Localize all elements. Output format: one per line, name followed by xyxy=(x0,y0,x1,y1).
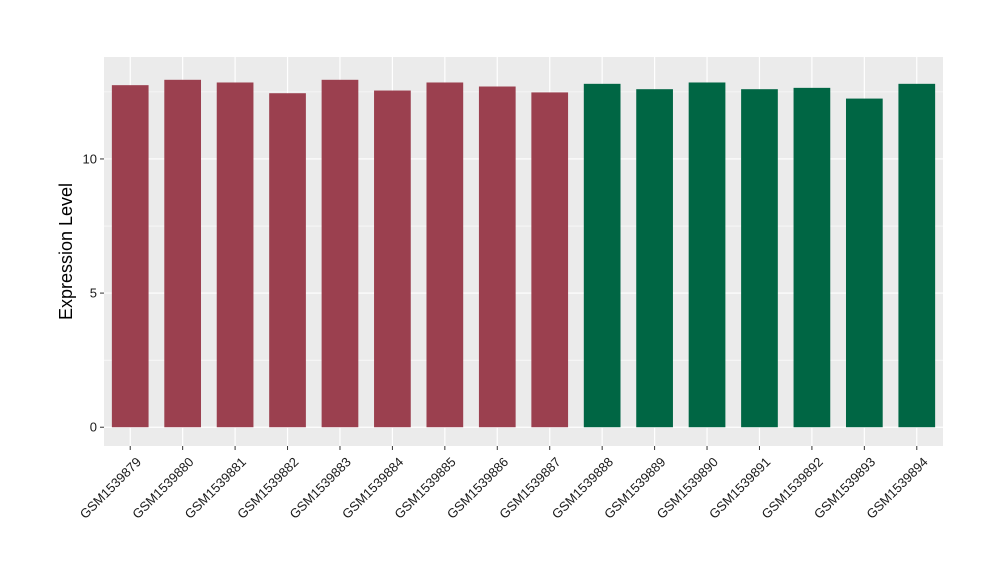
y-tick-label: 5 xyxy=(90,286,97,301)
y-tick-label: 10 xyxy=(83,151,97,166)
bar-GSM1539885 xyxy=(426,82,464,428)
bar-GSM1539888 xyxy=(583,83,621,428)
bar-GSM1539883 xyxy=(321,79,359,428)
y-tick-label: 0 xyxy=(90,420,97,435)
bar-GSM1539880 xyxy=(164,79,202,428)
bar-GSM1539879 xyxy=(111,85,149,428)
bar-GSM1539891 xyxy=(741,89,778,428)
bar-GSM1539889 xyxy=(636,89,673,428)
bar-GSM1539881 xyxy=(216,82,254,428)
bar-GSM1539892 xyxy=(793,87,831,428)
bar-GSM1539884 xyxy=(374,90,411,428)
y-axis-title: Expression Level xyxy=(56,183,76,320)
bar-GSM1539886 xyxy=(478,86,516,428)
bars xyxy=(111,79,936,428)
y-axis: 0 5 10 xyxy=(83,151,104,435)
bar-GSM1539893 xyxy=(845,98,883,428)
x-axis: GSM1539879GSM1539880GSM1539881GSM1539882… xyxy=(77,446,931,522)
bar-GSM1539882 xyxy=(269,93,306,428)
bar-GSM1539890 xyxy=(688,82,726,428)
bar-GSM1539894 xyxy=(898,83,936,428)
bar-GSM1539887 xyxy=(531,92,569,428)
